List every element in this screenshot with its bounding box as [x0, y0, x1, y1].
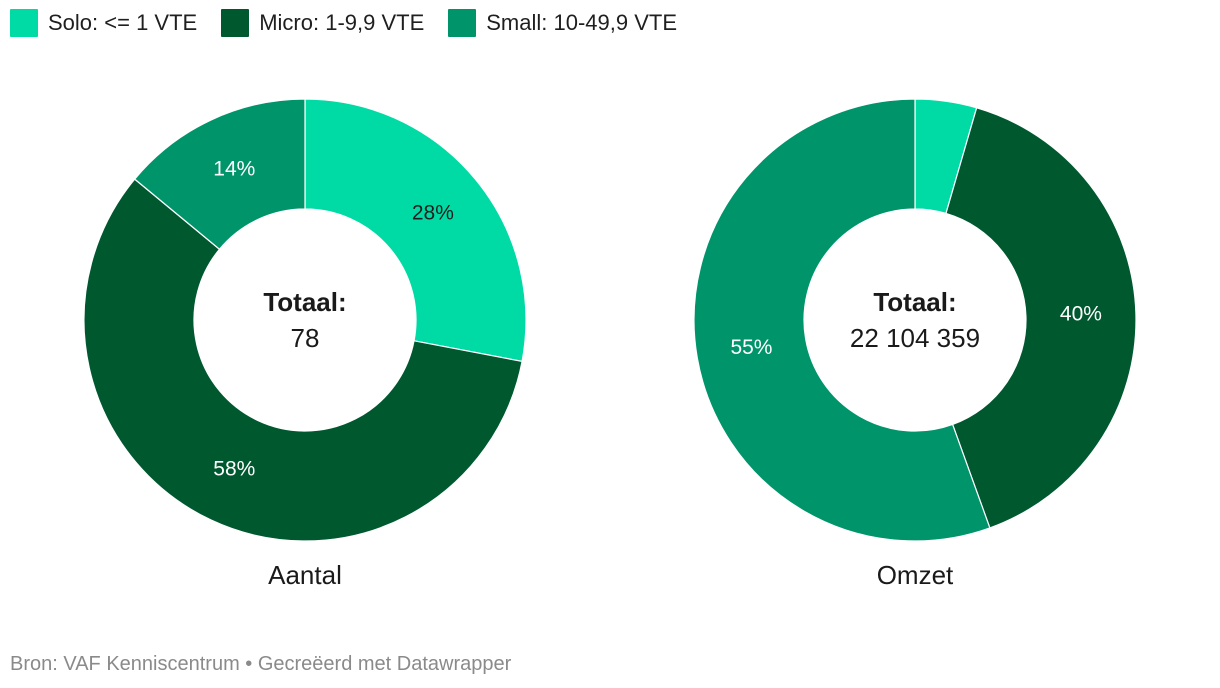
donut-caption-omzet: Omzet — [877, 560, 954, 590]
legend-label-micro: Micro: 1-9,9 VTE — [259, 10, 425, 35]
center-title-omzet: Totaal: — [873, 287, 956, 317]
slice-label-aantal-1: 28% — [412, 202, 454, 225]
donut-slice-aantal-3 — [133, 98, 306, 251]
center-value-aantal: 78 — [291, 323, 320, 353]
slice-label-aantal-2: 58% — [213, 458, 255, 481]
donut-chart-omzet: 40% 55% Totaal: 22 104 359 Omzet — [693, 98, 1137, 590]
center-value-omzet: 22 104 359 — [850, 323, 980, 353]
chart-legend: Solo: <= 1 VTE Micro: 1-9,9 VTE Small: 1… — [10, 9, 677, 37]
legend-swatch-small — [448, 9, 477, 37]
legend-item-small: Small: 10-49,9 VTE — [448, 9, 677, 37]
legend-item-micro: Micro: 1-9,9 VTE — [221, 9, 424, 37]
legend-label-small: Small: 10-49,9 VTE — [486, 10, 677, 35]
slice-label-omzet-3: 55% — [730, 336, 772, 359]
source-footer: Bron: VAF Kenniscentrum • Gecreëerd met … — [10, 653, 512, 675]
legend-swatch-micro — [221, 9, 250, 37]
center-title-aantal: Totaal: — [263, 287, 346, 317]
donut-slice-omzet-3 — [693, 98, 991, 542]
legend-label-solo: Solo: <= 1 VTE — [48, 10, 198, 35]
donut-slice-aantal-2 — [83, 178, 523, 542]
donut-slice-aantal-1 — [304, 98, 527, 363]
slice-label-omzet-2: 40% — [1060, 302, 1102, 325]
legend-item-solo: Solo: <= 1 VTE — [10, 9, 197, 37]
donut-caption-aantal: Aantal — [268, 560, 342, 590]
slice-label-aantal-3: 14% — [213, 157, 255, 180]
donut-slice-omzet-2 — [945, 107, 1137, 529]
legend-swatch-solo — [10, 9, 38, 37]
donut-chart-aantal: 28% 58% 14% Totaal: 78 Aantal — [83, 98, 527, 590]
